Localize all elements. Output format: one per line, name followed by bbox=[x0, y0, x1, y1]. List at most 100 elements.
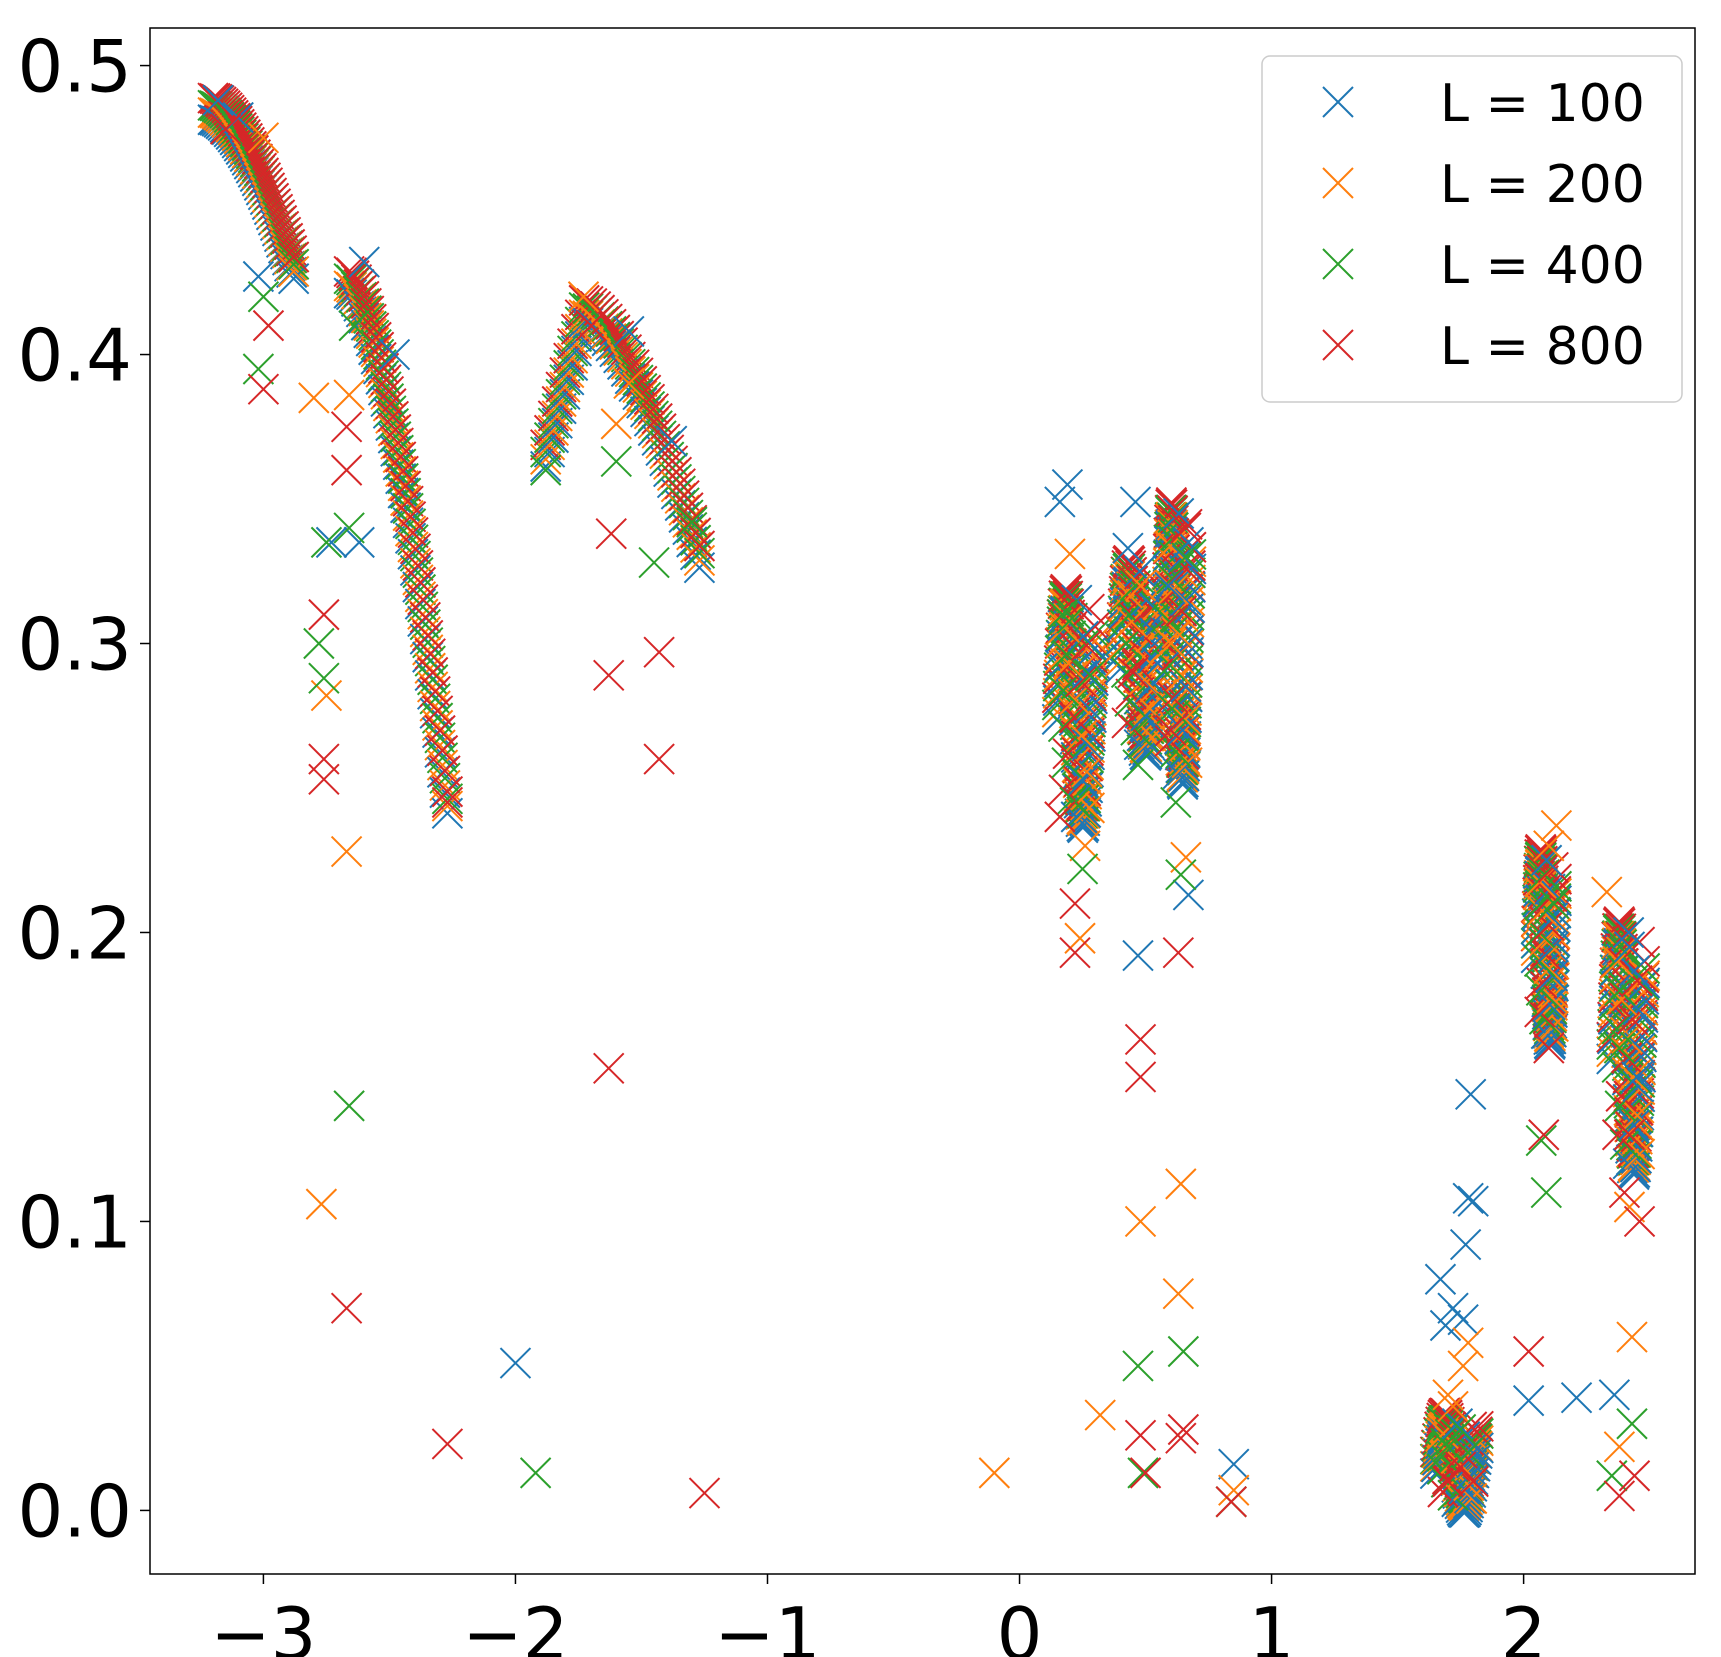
cluster-marker bbox=[259, 188, 292, 220]
x-axis: −3 −2 −1 0 1 2 bbox=[210, 1574, 1547, 1657]
data-point-series-1 bbox=[1429, 1309, 1462, 1342]
x-tick-label: 1 bbox=[1249, 1592, 1295, 1657]
cluster-marker bbox=[1169, 703, 1202, 736]
data-point-series-4 bbox=[308, 598, 340, 631]
data-point-series-2 bbox=[1084, 1399, 1116, 1431]
cluster-marker bbox=[549, 364, 581, 396]
data-point-series-2 bbox=[1162, 1277, 1195, 1310]
cluster-marker bbox=[1168, 745, 1200, 778]
cluster-marker bbox=[683, 551, 716, 584]
cluster-marker bbox=[1121, 649, 1153, 681]
data-point-series-3 bbox=[1167, 1335, 1200, 1368]
cluster-marker bbox=[560, 327, 593, 360]
data-point-series-4 bbox=[1059, 887, 1091, 920]
data-point-series-4 bbox=[247, 373, 280, 405]
cluster-marker bbox=[1628, 983, 1660, 1016]
data-point-series-3 bbox=[247, 281, 280, 313]
x-tick-label: 0 bbox=[997, 1592, 1043, 1657]
data-point-series-1 bbox=[1424, 1263, 1457, 1295]
cluster-marker bbox=[553, 364, 585, 396]
cluster-marker bbox=[660, 456, 693, 488]
cluster-marker bbox=[1168, 760, 1200, 792]
data-point-series-3 bbox=[338, 309, 370, 342]
cluster-marker bbox=[1622, 1070, 1654, 1103]
cluster-marker bbox=[553, 349, 585, 382]
data-point-series-4 bbox=[643, 636, 675, 668]
data-point-series-2 bbox=[1432, 1379, 1464, 1411]
cluster-marker bbox=[424, 714, 456, 747]
y-tick-label: 0.2 bbox=[17, 891, 132, 975]
data-point-series-1 bbox=[1152, 570, 1184, 602]
data-point-series-2 bbox=[1124, 570, 1157, 602]
data-point-series-3 bbox=[1444, 1413, 1477, 1446]
data-point-series-4 bbox=[209, 113, 242, 145]
cluster-marker bbox=[261, 193, 294, 225]
cluster-marker bbox=[1051, 747, 1083, 779]
data-point-series-3 bbox=[308, 662, 340, 694]
data-point-series-4 bbox=[1512, 1335, 1545, 1368]
legend: L = 100 L = 200 L = 400 L = 800 bbox=[1261, 55, 1683, 403]
cluster-marker bbox=[679, 524, 712, 556]
cluster-marker bbox=[560, 320, 593, 353]
cluster-marker bbox=[1110, 656, 1143, 689]
cluster-marker bbox=[1052, 737, 1084, 770]
data-point-series-4 bbox=[593, 1052, 625, 1085]
data-point-series-2 bbox=[1540, 809, 1573, 842]
plot-area-frame bbox=[149, 27, 1696, 1575]
data-point-series-4 bbox=[643, 743, 675, 775]
data-point-series-3 bbox=[333, 1090, 365, 1122]
cluster-marker bbox=[1170, 671, 1202, 703]
cluster-marker bbox=[1071, 764, 1104, 797]
data-point-series-1 bbox=[1457, 1185, 1489, 1217]
cluster-marker bbox=[1073, 593, 1105, 625]
data-point-series-2 bbox=[333, 379, 365, 411]
x-tick-label: −2 bbox=[462, 1592, 568, 1657]
cluster-marker bbox=[424, 722, 456, 754]
data-point-series-3 bbox=[1170, 541, 1202, 573]
cluster-marker bbox=[668, 480, 700, 512]
cluster-marker bbox=[683, 537, 716, 569]
legend-marker-3 bbox=[1322, 248, 1354, 280]
data-point-series-4 bbox=[595, 517, 627, 550]
y-tick-label: 0.5 bbox=[17, 25, 132, 109]
data-point-series-1 bbox=[315, 526, 348, 559]
data-point-series-4 bbox=[688, 1477, 721, 1509]
cluster-marker bbox=[683, 530, 716, 562]
data-point-series-4 bbox=[575, 309, 607, 342]
data-point-series-4 bbox=[1623, 1205, 1656, 1238]
data-point-series-1 bbox=[1437, 1292, 1469, 1324]
data-point-series-2 bbox=[1616, 1321, 1648, 1353]
cluster-marker bbox=[1618, 1109, 1650, 1141]
data-point-series-2 bbox=[600, 408, 632, 440]
cluster-marker bbox=[421, 695, 454, 727]
cluster-marker bbox=[1530, 844, 1563, 876]
cluster-marker bbox=[541, 393, 573, 425]
cluster-marker bbox=[1170, 584, 1202, 616]
cluster-marker bbox=[421, 709, 454, 742]
cluster-marker bbox=[426, 734, 459, 767]
cluster-marker bbox=[1617, 1061, 1649, 1093]
data-point-series-3 bbox=[310, 526, 343, 559]
cluster-marker bbox=[529, 436, 562, 468]
data-point-series-4 bbox=[330, 1292, 363, 1324]
data-point-series-1 bbox=[1449, 1228, 1482, 1261]
data-point-series-1 bbox=[1560, 1382, 1593, 1414]
data-point-series-2 bbox=[1452, 1327, 1484, 1359]
data-point-series-3 bbox=[1074, 659, 1106, 692]
cluster-marker bbox=[545, 385, 577, 418]
scatter-points bbox=[202, 84, 1656, 1518]
cluster-marker bbox=[429, 755, 461, 787]
cluster-marker bbox=[1156, 562, 1188, 595]
data-point-series-2 bbox=[1170, 841, 1202, 874]
data-point-series-3 bbox=[676, 506, 708, 538]
data-point-series-3 bbox=[1432, 1431, 1464, 1463]
data-point-series-2 bbox=[1165, 1168, 1197, 1200]
data-point-series-4 bbox=[1124, 1023, 1157, 1056]
cluster-marker bbox=[1536, 960, 1569, 992]
data-point-series-4 bbox=[1528, 1119, 1560, 1151]
cluster-marker bbox=[541, 400, 573, 432]
data-point-series-1 bbox=[1044, 486, 1076, 518]
cluster-marker bbox=[1056, 602, 1089, 634]
cluster-marker bbox=[267, 210, 300, 243]
